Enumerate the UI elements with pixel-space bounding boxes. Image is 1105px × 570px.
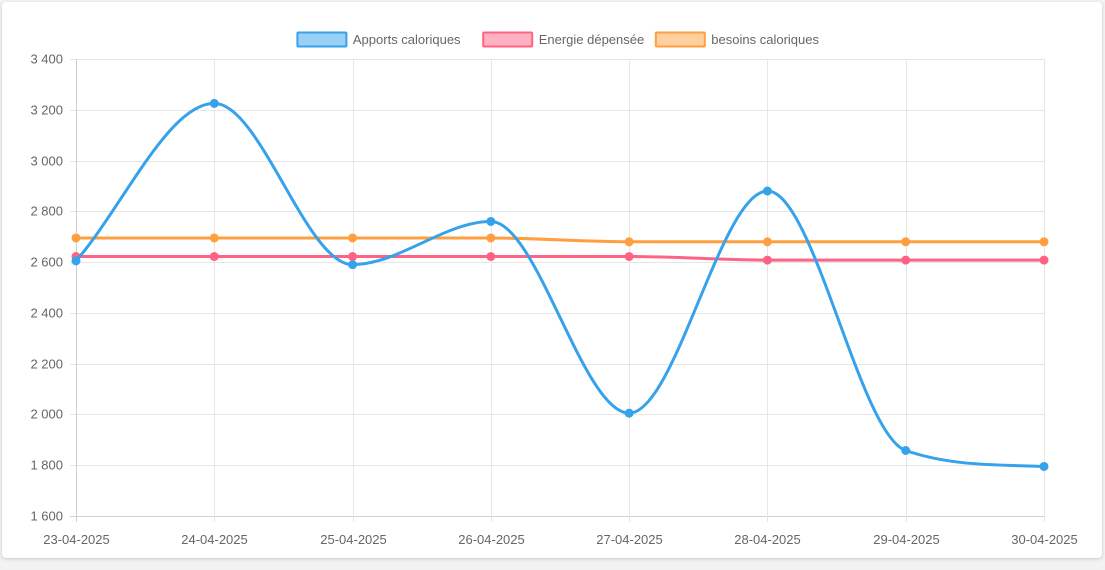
y-tick-label: 2 400 <box>30 306 63 321</box>
y-tick-label: 2 600 <box>30 255 63 270</box>
series-line <box>74 236 1046 244</box>
data-point[interactable] <box>486 252 496 262</box>
data-point[interactable] <box>209 252 219 262</box>
data-point[interactable] <box>901 255 911 265</box>
y-tick-label: 3 200 <box>30 103 63 118</box>
data-point[interactable] <box>486 216 496 226</box>
data-point[interactable] <box>901 445 911 455</box>
data-point[interactable] <box>71 233 81 243</box>
data-point[interactable] <box>624 408 634 418</box>
y-tick-label: 1 600 <box>30 509 63 524</box>
data-point[interactable] <box>1039 237 1049 247</box>
x-tick-label: 28-04-2025 <box>734 532 801 547</box>
y-tick-label: 2 800 <box>30 204 63 219</box>
y-tick-label: 3 400 <box>30 52 63 67</box>
data-point[interactable] <box>1039 461 1049 471</box>
chart-axes: 1 600 1 800 2 000 2 200 2 400 2 600 2 800 3 000… <box>30 52 1077 548</box>
data-point[interactable] <box>209 98 219 108</box>
legend-label[interactable]: Apports caloriques <box>353 32 461 47</box>
chart-legend[interactable]: Apports caloriques Energie dépensée besoin… <box>296 31 819 48</box>
x-tick-label: 27-04-2025 <box>596 532 663 547</box>
data-point[interactable] <box>348 233 358 243</box>
data-point[interactable] <box>486 233 496 243</box>
legend-swatch[interactable] <box>482 31 534 48</box>
legend-swatch[interactable] <box>654 31 706 48</box>
series-line <box>74 101 1046 468</box>
series-line <box>74 255 1046 262</box>
legend-label[interactable]: Energie dépensée <box>539 32 645 47</box>
y-tick-label: 2 200 <box>30 357 63 372</box>
legend-label[interactable]: besoins caloriques <box>711 32 819 47</box>
x-tick-label: 25-04-2025 <box>320 532 387 547</box>
y-tick-label: 2 000 <box>30 407 63 422</box>
data-point[interactable] <box>762 186 772 196</box>
data-point[interactable] <box>71 256 81 266</box>
data-point[interactable] <box>901 237 911 247</box>
x-tick-label: 23-04-2025 <box>43 532 110 547</box>
y-tick-label: 3 000 <box>30 154 63 169</box>
x-tick-label: 26-04-2025 <box>458 532 525 547</box>
chart-grid <box>70 59 1045 522</box>
x-tick-label: 30-04-2025 <box>1011 532 1078 547</box>
data-point[interactable] <box>209 233 219 243</box>
data-point[interactable] <box>1039 255 1049 265</box>
x-tick-label: 29-04-2025 <box>873 532 940 547</box>
legend-swatch[interactable] <box>296 31 348 48</box>
x-tick-label: 24-04-2025 <box>181 532 248 547</box>
data-point[interactable] <box>624 237 634 247</box>
data-point[interactable] <box>624 252 634 262</box>
data-point[interactable] <box>348 260 358 270</box>
data-point[interactable] <box>762 237 772 247</box>
y-tick-label: 1 800 <box>30 458 63 473</box>
chart-series <box>71 98 1049 471</box>
data-point[interactable] <box>762 255 772 265</box>
data-point[interactable] <box>348 252 358 262</box>
